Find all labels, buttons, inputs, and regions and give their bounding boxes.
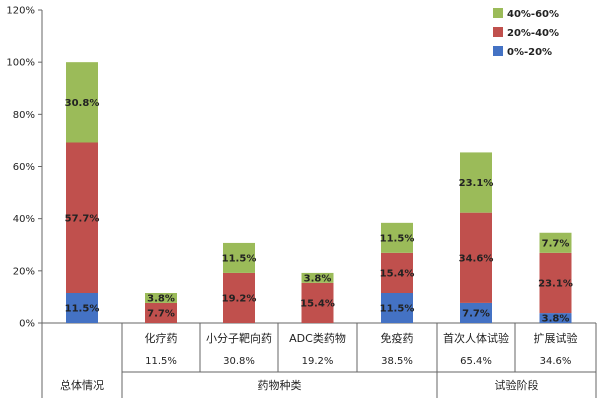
- legend-swatch: [493, 27, 503, 37]
- data-label: 7.7%: [462, 308, 490, 319]
- bar-segment-40%-60%[interactable]: [145, 293, 177, 303]
- data-label: 3.8%: [542, 314, 570, 325]
- data-label: 3.8%: [147, 293, 175, 304]
- bar-segment-20%-40%[interactable]: [301, 282, 334, 323]
- category-total-label: 65.4%: [460, 356, 492, 367]
- y-tick-label: 20%: [13, 266, 35, 277]
- bar-segment-20%-40%[interactable]: [145, 302, 177, 323]
- data-label: 57.7%: [65, 213, 100, 224]
- legend-label: 20%-40%: [507, 28, 559, 39]
- bar-segment-40%-60%[interactable]: [66, 62, 98, 143]
- data-label: 23.1%: [459, 178, 494, 189]
- category-label: 扩展试验: [534, 331, 578, 345]
- category-total-label: 34.6%: [540, 356, 572, 367]
- data-label: 19.2%: [222, 293, 257, 304]
- bar-segment-0%-20%[interactable]: [66, 293, 98, 323]
- data-label: 7.7%: [542, 238, 570, 249]
- category-label: 化疗药: [145, 331, 178, 345]
- legend-label: 40%-60%: [507, 9, 559, 20]
- bar-segment-20%-40%[interactable]: [539, 252, 572, 314]
- data-label: 11.5%: [380, 233, 415, 244]
- category-label: 免疫药: [381, 331, 414, 345]
- group-label: 总体情况: [60, 378, 104, 392]
- category-total-label: 38.5%: [381, 356, 413, 367]
- bar-segment-20%-40%[interactable]: [66, 142, 98, 294]
- data-label: 7.7%: [147, 308, 175, 319]
- data-label: 11.5%: [380, 304, 415, 315]
- legend-swatch: [493, 8, 503, 18]
- bar-segment-0%-20%[interactable]: [460, 302, 492, 323]
- legend-swatch: [493, 46, 503, 56]
- data-label: 11.5%: [222, 253, 257, 264]
- y-tick-label: 100%: [6, 58, 35, 69]
- category-label: ADC类药物: [289, 331, 346, 345]
- bar-segment-40%-60%[interactable]: [301, 272, 334, 283]
- bar-segment-0%-20%[interactable]: [381, 293, 413, 323]
- bar-segment-40%-60%[interactable]: [539, 232, 572, 253]
- legend-label: 0%-20%: [507, 47, 552, 58]
- data-label: 23.1%: [538, 278, 573, 289]
- category-total-label: 30.8%: [223, 356, 255, 367]
- category-label: 小分子靶向药: [206, 331, 272, 345]
- category-total-label: 11.5%: [145, 356, 177, 367]
- data-label: 34.6%: [459, 253, 494, 264]
- y-tick-label: 0%: [19, 319, 35, 330]
- y-tick-label: 60%: [13, 162, 35, 173]
- bar-segment-20%-40%[interactable]: [223, 272, 255, 323]
- bar-segment-20%-40%[interactable]: [381, 252, 413, 294]
- data-label: 3.8%: [304, 273, 332, 284]
- bar-segment-40%-60%[interactable]: [381, 222, 413, 253]
- data-label: 11.5%: [65, 304, 100, 315]
- category-label: 首次人体试验: [443, 331, 509, 345]
- y-tick-label: 40%: [13, 214, 35, 225]
- group-label: 药物种类: [258, 378, 302, 392]
- y-tick-label: 80%: [13, 110, 35, 121]
- bar-segment-20%-40%[interactable]: [460, 212, 492, 303]
- group-label: 试验阶段: [495, 378, 539, 392]
- bar-segment-40%-60%[interactable]: [223, 242, 255, 273]
- data-label: 30.8%: [65, 98, 100, 109]
- bar-segment-40%-60%[interactable]: [460, 152, 492, 213]
- bar-segment-0%-20%[interactable]: [539, 313, 572, 323]
- data-label: 15.4%: [380, 268, 415, 279]
- category-total-label: 19.2%: [302, 356, 334, 367]
- data-label: 15.4%: [300, 298, 335, 309]
- y-tick-label: 120%: [6, 6, 35, 17]
